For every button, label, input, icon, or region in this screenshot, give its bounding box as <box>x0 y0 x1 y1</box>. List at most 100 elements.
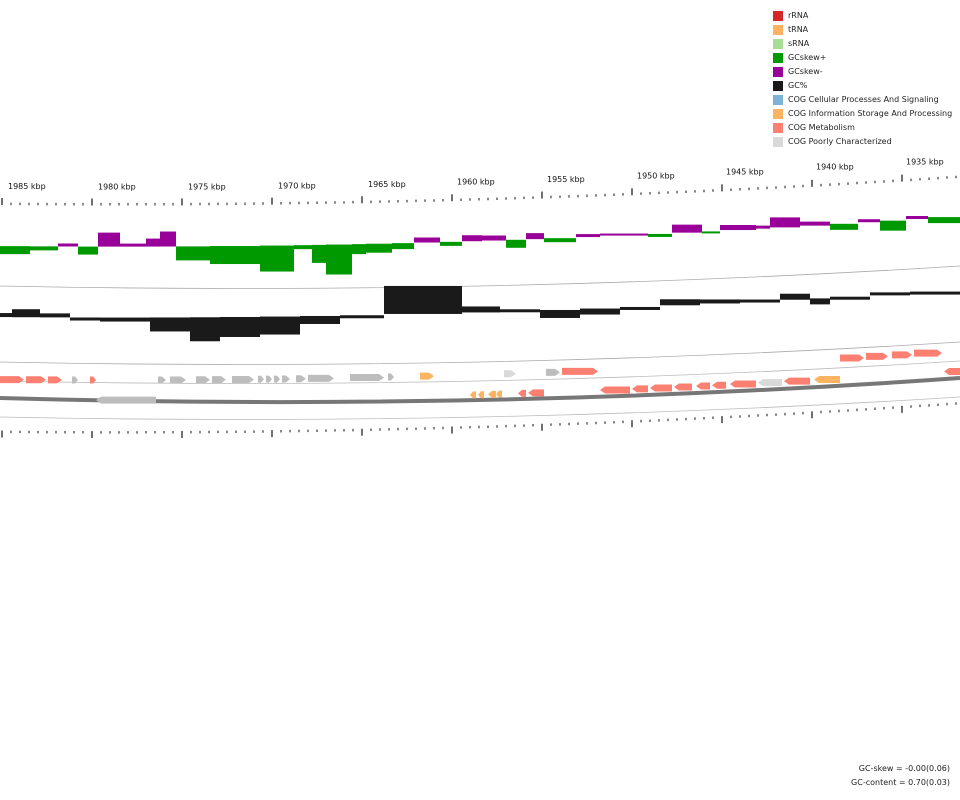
gene-arrow <box>478 391 484 399</box>
gc-skew-bar <box>880 220 906 231</box>
stats-footer: GC-skew = -0.00(0.06) GC-content = 0.70(… <box>851 762 950 790</box>
gc-content-bar <box>340 315 384 319</box>
gene-arrow <box>274 375 280 383</box>
gc-skew-bar <box>506 239 526 248</box>
legend-label: COG Cellular Processes And Signaling <box>788 95 939 104</box>
gc-content-bar <box>12 309 40 318</box>
gc-skew-bar <box>58 243 78 247</box>
gene-arrow <box>72 376 78 384</box>
gc-content-bar <box>190 317 220 342</box>
gene-arrow <box>488 390 496 398</box>
gene-arrow <box>470 391 476 399</box>
legend-label: rRNA <box>788 11 809 20</box>
legend-label: GCskew+ <box>788 53 827 62</box>
gene-arrow <box>840 354 864 362</box>
gene-arrow <box>546 368 560 376</box>
legend-item-cog-information: COG Information Storage And Processing <box>773 107 952 121</box>
legend-swatch <box>773 137 783 147</box>
legend-item-cog-metabolism: COG Metabolism <box>773 121 952 135</box>
gc-content-bar <box>540 309 580 318</box>
gene-arrow <box>814 375 840 383</box>
ruler-label: 1960 kbp <box>457 178 495 187</box>
gc-content-bar <box>0 313 12 318</box>
legend-swatch <box>773 25 783 35</box>
gene-arrow <box>600 386 630 394</box>
legend-swatch <box>773 123 783 133</box>
gene-arrow <box>170 376 186 384</box>
gene-arrow <box>0 376 24 384</box>
gene-arrow <box>528 389 544 397</box>
gc-skew-track <box>0 216 960 275</box>
legend-swatch <box>773 53 783 63</box>
legend-swatch <box>773 11 783 21</box>
gc-content-bar <box>580 308 620 315</box>
legend-item-trna: tRNA <box>773 23 952 37</box>
legend-label: tRNA <box>788 25 809 34</box>
gc-content-bar <box>40 313 70 318</box>
gc-content-bar <box>740 299 780 303</box>
gc-skew-bar <box>366 243 392 253</box>
gene-arrow <box>308 374 334 382</box>
legend-label: COG Metabolism <box>788 123 855 132</box>
gc-skew-bar <box>526 233 544 240</box>
gc-skew-bar <box>858 219 880 223</box>
legend-swatch <box>773 109 783 119</box>
gc-content-bar <box>100 317 150 322</box>
ruler-label: 1980 kbp <box>98 183 136 192</box>
gene-track <box>0 349 960 404</box>
legend-label: sRNA <box>788 39 810 48</box>
gc-content-track <box>0 285 960 342</box>
gene-arrow <box>266 375 272 383</box>
gc-content-bar <box>150 317 190 332</box>
gc-content-bar <box>384 285 462 314</box>
legend-swatch <box>773 67 783 77</box>
gc-skew-bar <box>352 244 366 255</box>
gene-arrow <box>730 380 756 388</box>
gc-content-bar <box>870 292 910 296</box>
legend-swatch <box>773 81 783 91</box>
gc-skew-bar <box>176 246 210 261</box>
gc-skew-bar <box>756 225 770 229</box>
gene-arrow <box>296 375 306 383</box>
gc-skew-bar <box>544 238 576 243</box>
gc-skew-bar <box>928 217 960 224</box>
gene-arrow <box>496 390 502 398</box>
gc-skew-stat: GC-skew = -0.00(0.06) <box>858 764 950 773</box>
ruler-label: 1940 kbp <box>816 163 854 172</box>
gc-skew-bar <box>576 234 600 238</box>
legend: rRNA tRNA sRNA GCskew+ GCskew- GC% COG C… <box>773 9 952 149</box>
gene-arrow <box>944 368 960 376</box>
kbp-ruler <box>1 174 957 206</box>
gene-arrow <box>674 383 692 391</box>
gene-arrow <box>914 349 942 357</box>
gc-content-bar <box>830 296 870 300</box>
gc-content-bar <box>260 316 300 335</box>
gc-skew-bar <box>120 243 146 247</box>
legend-label: GCskew- <box>788 67 823 76</box>
gene-arrow <box>350 374 384 382</box>
gc-skew-bar <box>78 246 98 255</box>
gene-arrow <box>258 375 264 383</box>
gene-arrow <box>282 375 290 383</box>
gc-skew-bar <box>30 246 58 251</box>
gc-skew-bar <box>440 241 462 246</box>
legend-item-gc-percent: GC% <box>773 79 952 93</box>
legend-item-srna: sRNA <box>773 37 952 51</box>
gene-arrow <box>562 367 598 375</box>
gene-arrow <box>96 396 156 404</box>
ruler-label: 1965 kbp <box>368 180 406 189</box>
ruler-labels: 1985 kbp 1980 kbp 1975 kbp 1970 kbp 1965 kbp… <box>8 157 944 191</box>
gc-content-bar <box>220 316 260 337</box>
legend-swatch <box>773 39 783 49</box>
gc-content-bar <box>70 317 100 321</box>
gc-skew-bar <box>294 245 312 250</box>
ruler-label: 1950 kbp <box>637 171 675 180</box>
legend-item-cog-poorly: COG Poorly Characterized <box>773 135 952 149</box>
gc-skew-bar <box>672 224 702 233</box>
legend-label: COG Information Storage And Processing <box>788 109 953 118</box>
gc-content-bar <box>462 306 500 313</box>
gc-skew-bar <box>482 235 506 241</box>
legend-item-gcskew-plus: GCskew+ <box>773 51 952 65</box>
gene-arrow <box>784 377 810 385</box>
